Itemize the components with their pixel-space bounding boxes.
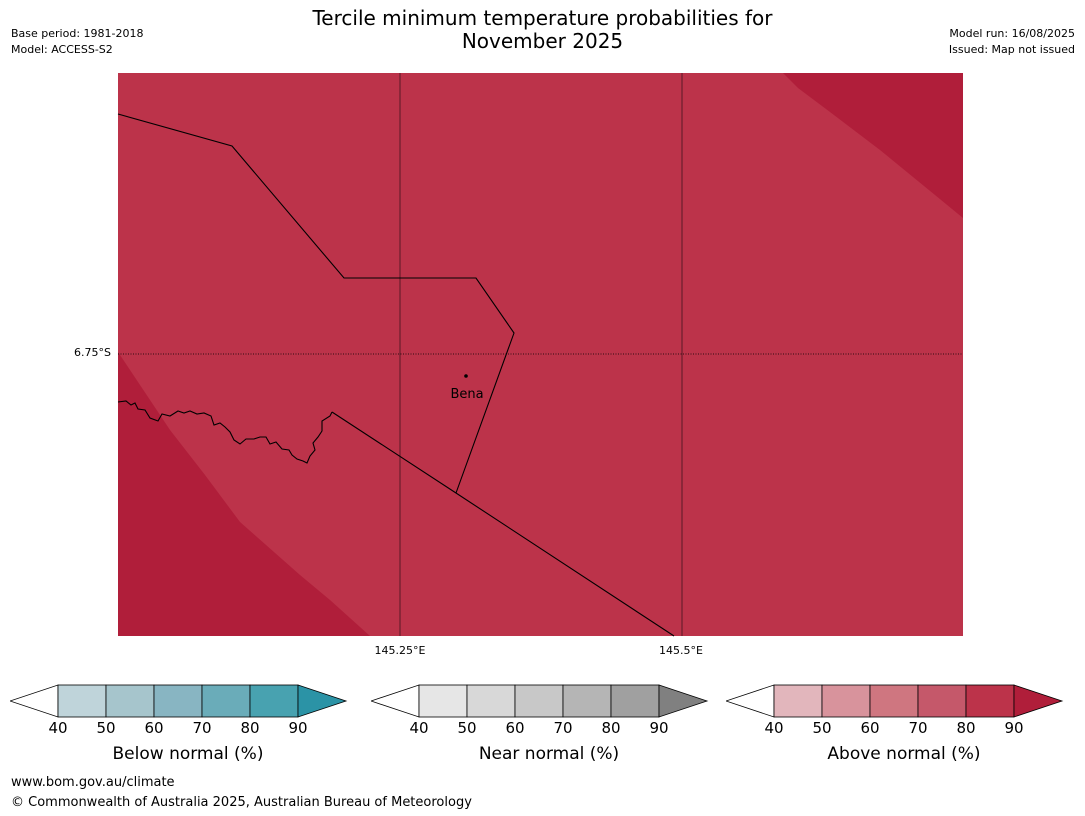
colorbar-tick-label: 70	[192, 719, 212, 737]
colorbar-near-normal	[371, 684, 709, 718]
colorbar-extend-high	[297, 684, 348, 718]
colorbar-tick-label: 50	[812, 719, 832, 737]
colorbar-tick-label: 50	[457, 719, 477, 737]
colorbar-tick-label: 70	[553, 719, 573, 737]
colorbar-segment	[57, 684, 107, 718]
colorbar-tick-label: 40	[409, 719, 429, 737]
bena-marker	[464, 374, 468, 378]
meta-right: Model run: 16/08/2025 Issued: Map not is…	[949, 26, 1075, 58]
issued-text: Issued: Map not issued	[948, 43, 1075, 56]
colorbar-tick-label: 80	[956, 719, 976, 737]
colorbar-segment	[514, 684, 564, 718]
title-line-2: November 2025	[461, 29, 624, 53]
map-panel	[117, 73, 963, 637]
meta-left: Base period: 1981-2018 Model: ACCESS-S2	[11, 26, 143, 58]
map-title: Tercile minimum temperature probabilitie…	[0, 7, 1085, 53]
colorbar-segment	[466, 684, 516, 718]
province-boundary-river	[117, 400, 333, 464]
colorbar-tick-label: 60	[505, 719, 525, 737]
colorbar-extend-low	[371, 684, 420, 718]
colorbar-below-normal	[10, 684, 348, 718]
colorbar-tick-label: 90	[1004, 719, 1024, 737]
colorbar-tick-label: 40	[48, 719, 68, 737]
colorbar-tick-label: 80	[601, 719, 621, 737]
colorbar-segment	[869, 684, 919, 718]
colorbar-tick-label: 90	[288, 719, 308, 737]
colorbar-extend-high	[658, 684, 709, 718]
colorbar-extend-low	[726, 684, 775, 718]
colorbar-segment	[965, 684, 1015, 718]
colorbar-tick-label: 60	[860, 719, 880, 737]
high-probability-region-top-right	[783, 73, 963, 218]
colorbar-tick-label: 80	[240, 719, 260, 737]
colorbar-title-above-normal: Above normal (%)	[827, 744, 981, 764]
colorbar-segment	[105, 684, 155, 718]
place-label-bena: Bena	[450, 387, 484, 402]
model-run-text: Model run: 16/08/2025	[949, 27, 1075, 40]
colorbar-title-below-normal: Below normal (%)	[112, 744, 264, 764]
colorbar-extend-high	[1013, 684, 1064, 718]
colorbar-segment	[201, 684, 251, 718]
colorbar-above-normal	[726, 684, 1064, 718]
colorbar-extend-low	[10, 684, 59, 718]
longitude-label-145-5e: 145.5°E	[659, 644, 703, 657]
colorbar-segment	[773, 684, 823, 718]
colorbar-tick-label: 70	[908, 719, 928, 737]
footer-website: www.bom.gov.au/climate	[11, 775, 175, 790]
province-boundary-north	[117, 113, 515, 494]
footer-copyright: © Commonwealth of Australia 2025, Austra…	[11, 795, 472, 810]
title-line-1: Tercile minimum temperature probabilitie…	[312, 6, 773, 30]
latitude-label-6-75s: 6.75°S	[74, 346, 111, 359]
colorbar-tick-label: 50	[96, 719, 116, 737]
colorbar-segment	[821, 684, 871, 718]
high-probability-region-bottom-left	[118, 352, 370, 636]
longitude-label-145-25e: 145.25°E	[374, 644, 426, 657]
model-text: Model: ACCESS-S2	[11, 43, 113, 56]
colorbar-title-near-normal: Near normal (%)	[478, 744, 620, 764]
colorbar-tick-label: 90	[649, 719, 669, 737]
base-period-text: Base period: 1981-2018	[11, 27, 144, 40]
province-boundary-south	[331, 411, 675, 637]
colorbar-segment	[153, 684, 203, 718]
colorbar-segment	[418, 684, 468, 718]
colorbar-segment	[917, 684, 967, 718]
colorbar-segment	[610, 684, 660, 718]
colorbar-segment	[562, 684, 612, 718]
colorbar-segment	[249, 684, 299, 718]
colorbar-tick-label: 40	[764, 719, 784, 737]
colorbar-tick-label: 60	[144, 719, 164, 737]
